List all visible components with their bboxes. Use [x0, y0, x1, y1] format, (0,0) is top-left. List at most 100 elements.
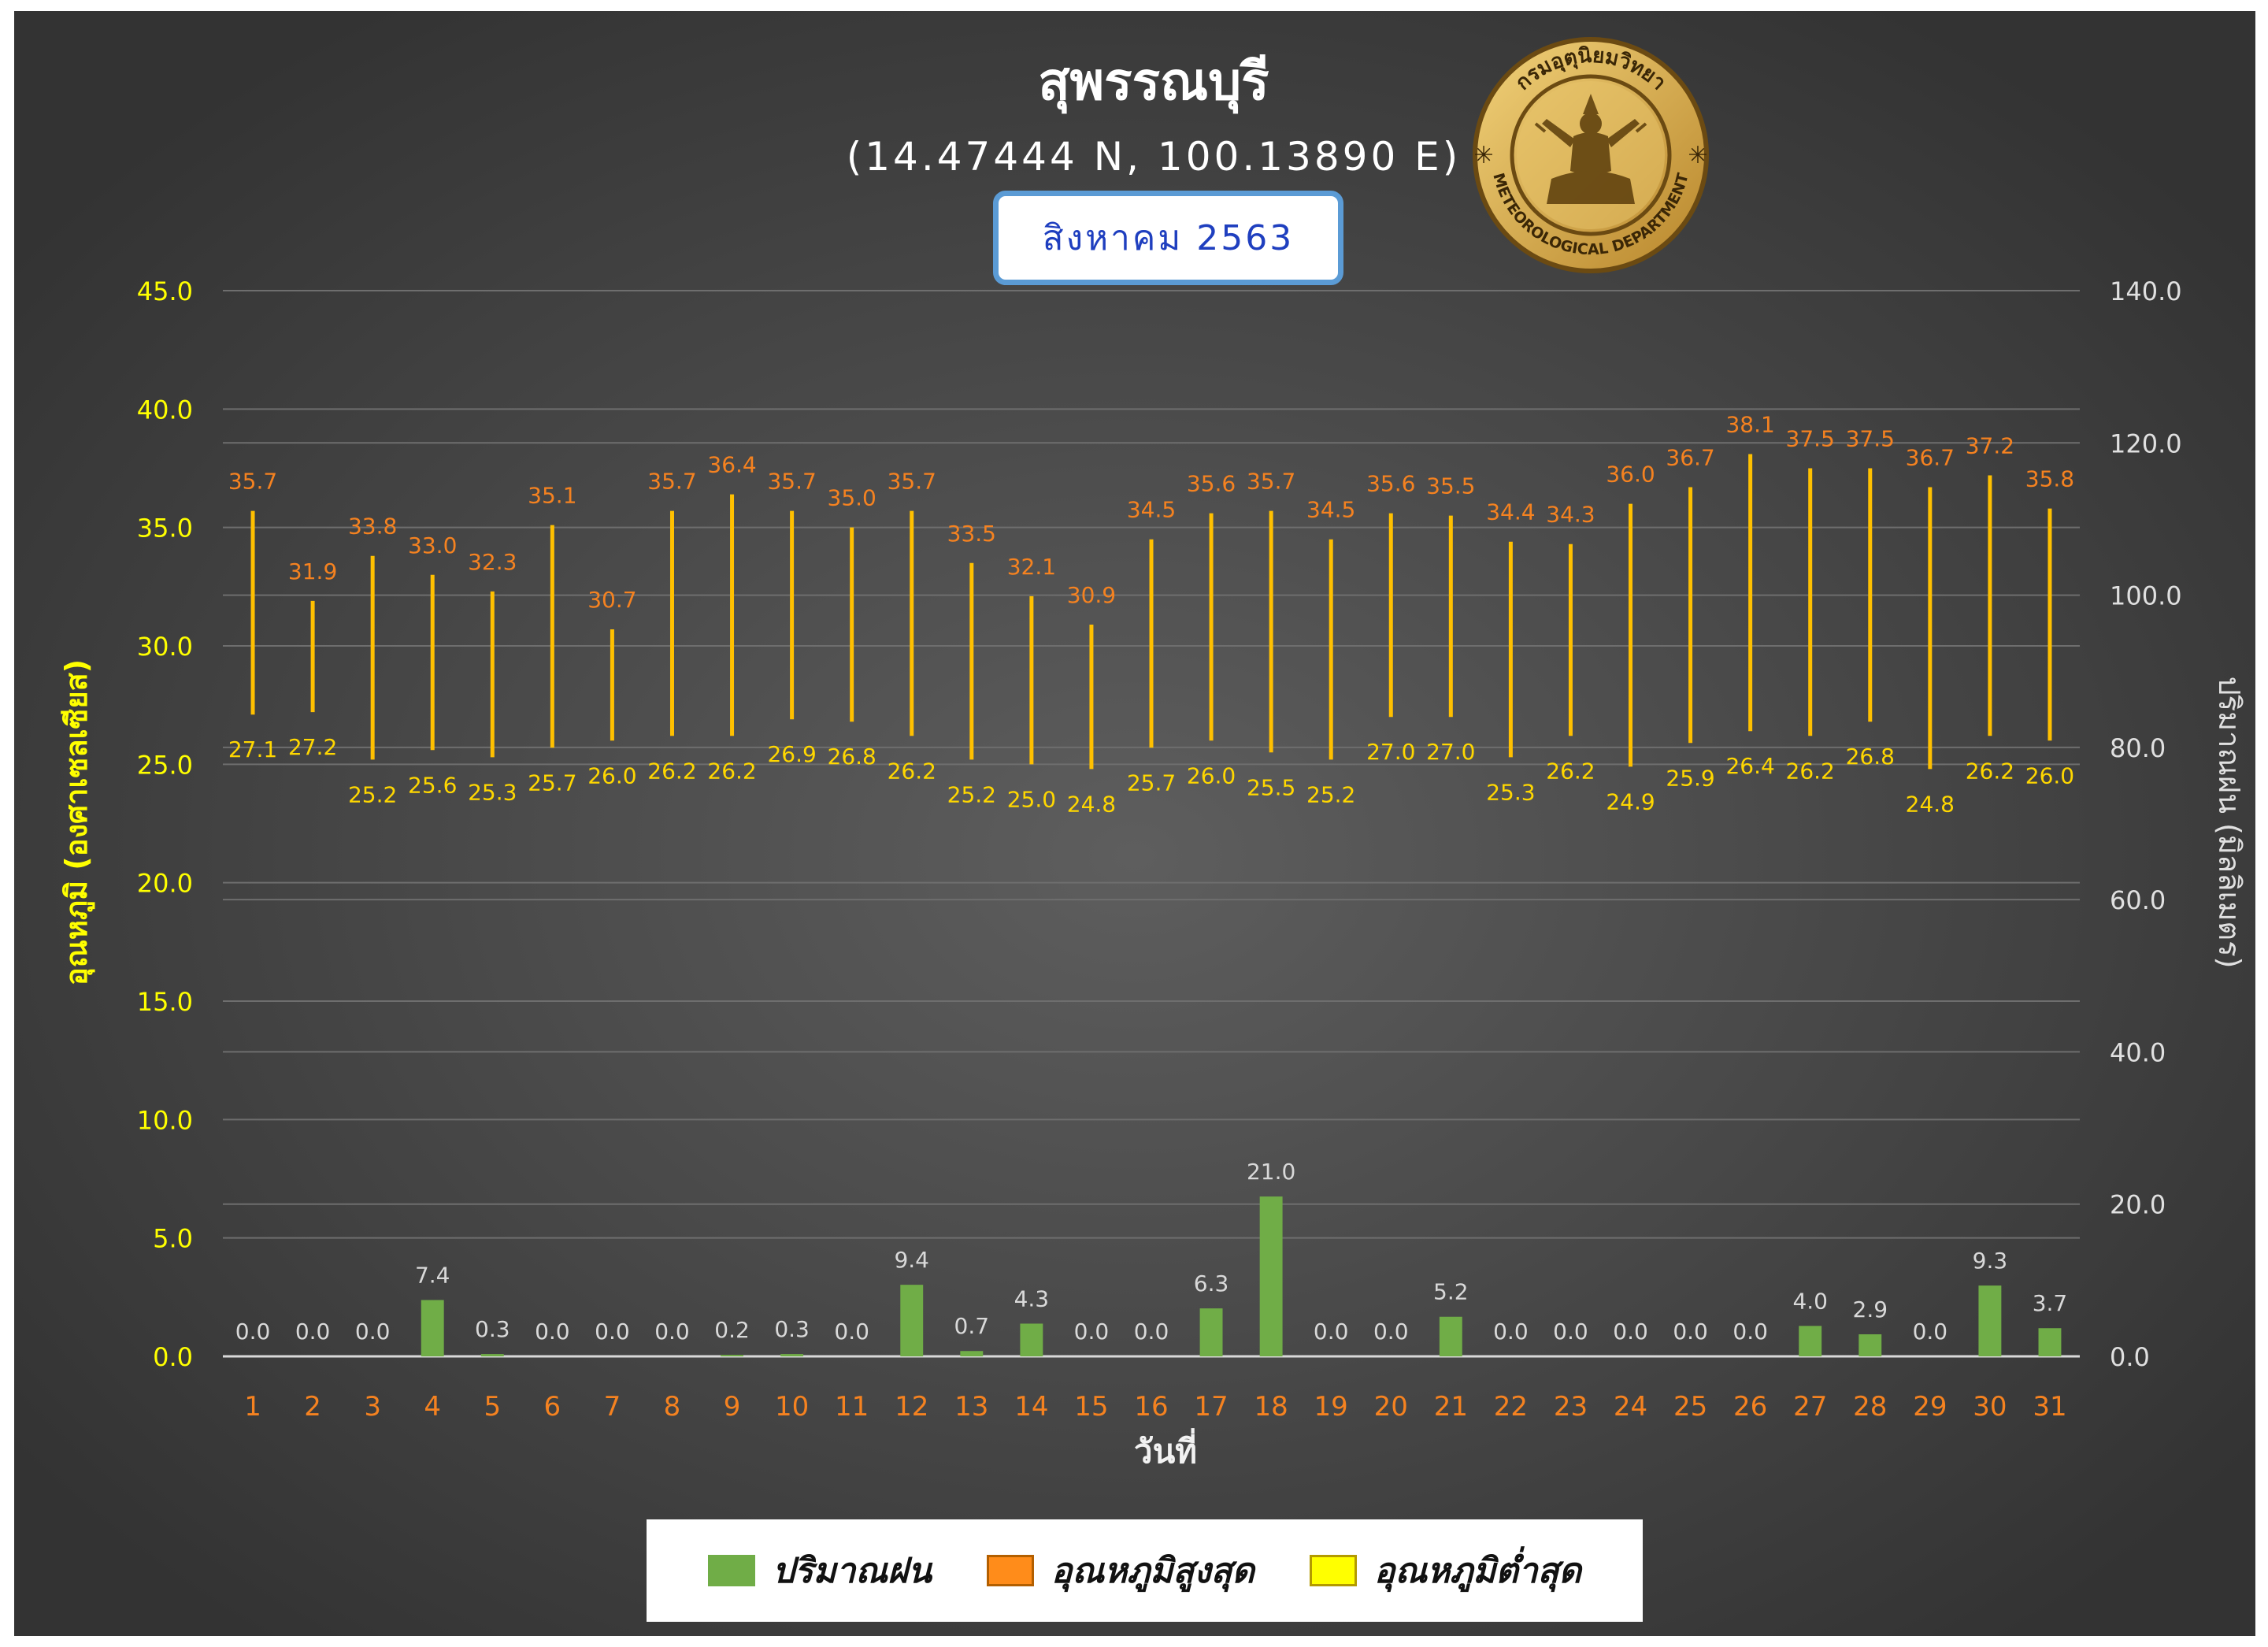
- rain-value-label: 0.7: [954, 1313, 990, 1339]
- rain-value-label: 0.0: [834, 1319, 869, 1345]
- right-axis: 0.0 20.0 40.0 60.0 80.0 100.0 120.0 140.0: [2110, 276, 2182, 1372]
- rain-value-label: 4.0: [1792, 1288, 1828, 1314]
- legend-swatch-rain: [708, 1555, 756, 1586]
- min-temp-label: 25.0: [1007, 786, 1056, 812]
- rain-value-label: 0.0: [1373, 1319, 1409, 1345]
- chart-subtitle: (14.47444 N, 100.13890 E): [847, 134, 1462, 180]
- x-tick-label: 2: [304, 1391, 321, 1423]
- max-temp-label: 37.5: [1786, 426, 1835, 452]
- x-tick-label: 20: [1374, 1391, 1408, 1423]
- rain-bar: [2038, 1328, 2062, 1356]
- max-temp-label: 31.9: [288, 558, 337, 584]
- x-tick-label: 14: [1014, 1391, 1048, 1423]
- max-temp-label: 35.0: [828, 485, 876, 511]
- rain-bars: [421, 1196, 2062, 1356]
- min-temp-label: 25.3: [1486, 779, 1535, 805]
- x-tick-label: 31: [2033, 1391, 2066, 1423]
- x-axis-ticks: 1 2 3 4 5 6 7 8 9 10 11 12 13 14 15 16 17 18 19 20 21 22 23 24 2…: [244, 1391, 2066, 1423]
- right-tick-label: 0.0: [2110, 1342, 2150, 1372]
- max-temp-label: 34.4: [1486, 499, 1535, 525]
- rain-value-label: 0.0: [1493, 1319, 1529, 1345]
- right-tick-label: 120.0: [2110, 428, 2182, 458]
- min-temp-label: 25.3: [468, 779, 517, 805]
- min-temp-label: 26.2: [1546, 758, 1595, 784]
- min-temp-label: 25.2: [348, 781, 397, 807]
- rain-value-label: 0.0: [1913, 1319, 1948, 1345]
- max-temp-label: 35.8: [2025, 466, 2074, 492]
- rain-value-label: 3.7: [2033, 1290, 2068, 1316]
- max-temp-label: 36.4: [707, 452, 756, 478]
- x-tick-label: 1: [244, 1391, 261, 1423]
- max-temp-label: 34.5: [1127, 497, 1176, 523]
- max-temp-label: 34.3: [1546, 502, 1595, 528]
- rain-bar: [1978, 1285, 2002, 1356]
- rain-value-label: 0.3: [475, 1316, 510, 1342]
- max-temp-label: 35.1: [528, 483, 576, 509]
- x-tick-label: 9: [724, 1391, 741, 1423]
- month-label-box: สิงหาคม 2563: [993, 191, 1343, 285]
- right-tick-label: 140.0: [2110, 276, 2182, 306]
- min-temp-label: 25.2: [947, 781, 996, 807]
- left-tick-label: 5.0: [153, 1224, 193, 1254]
- rain-value-label: 0.2: [714, 1317, 750, 1343]
- rain-bar: [960, 1351, 984, 1356]
- x-tick-label: 29: [1913, 1391, 1947, 1423]
- max-temp-label: 33.5: [947, 521, 996, 547]
- min-temp-label: 25.7: [1127, 770, 1176, 796]
- max-temp-label: 35.6: [1366, 471, 1415, 497]
- legend-swatch-min: [1310, 1555, 1357, 1586]
- min-temp-label: 27.1: [228, 736, 277, 762]
- rain-bar: [1199, 1308, 1223, 1356]
- rain-value-label: 9.3: [1973, 1248, 2008, 1274]
- right-axis-label: ปริมาณฝน (มิลลิเมตร): [2212, 677, 2247, 969]
- x-tick-label: 22: [1494, 1391, 1528, 1423]
- legend: ปริมาณฝน อุณหภูมิสูงสุด อุณหภูมิต่ำสุด: [647, 1519, 1643, 1622]
- x-tick-label: 8: [664, 1391, 681, 1423]
- rain-value-label: 9.4: [894, 1247, 929, 1273]
- rain-value-label: 0.0: [1673, 1319, 1708, 1345]
- min-temp-label: 26.0: [1187, 762, 1236, 788]
- right-tick-label: 60.0: [2110, 885, 2166, 915]
- max-temp-label: 33.0: [408, 532, 457, 558]
- rain-value-label: 0.0: [1314, 1319, 1349, 1345]
- max-temp-label: 32.1: [1007, 554, 1056, 580]
- max-temp-label: 36.7: [1906, 445, 1955, 471]
- legend-label-min: อุณหภูมิต่ำสุด: [1374, 1551, 1581, 1591]
- min-temp-label: 24.8: [1906, 791, 1955, 817]
- min-temp-label: 27.0: [1426, 739, 1475, 765]
- left-tick-label: 0.0: [153, 1342, 193, 1372]
- min-temp-label: 24.8: [1067, 791, 1116, 817]
- max-temp-label: 36.7: [1666, 445, 1714, 471]
- temperature-range-lines: [250, 454, 2052, 770]
- max-temp-label: 35.7: [647, 469, 696, 495]
- rain-bar: [1020, 1323, 1043, 1356]
- min-temp-label: 26.2: [888, 758, 936, 784]
- right-tick-label: 80.0: [2110, 733, 2166, 763]
- x-tick-label: 28: [1853, 1391, 1887, 1423]
- rain-bar: [1259, 1196, 1283, 1356]
- legend-swatch-max: [986, 1555, 1034, 1586]
- rain-value-label: 0.0: [1134, 1319, 1169, 1345]
- rain-bar: [421, 1300, 444, 1356]
- x-tick-label: 24: [1614, 1391, 1647, 1423]
- left-tick-label: 30.0: [137, 632, 193, 662]
- min-temp-label: 26.2: [1786, 758, 1835, 784]
- x-tick-label: 30: [1973, 1391, 2007, 1423]
- rain-value-label: 6.3: [1194, 1270, 1229, 1296]
- rain-value-label: 0.0: [1553, 1319, 1588, 1345]
- max-temp-label: 30.9: [1067, 582, 1116, 608]
- min-temp-label: 26.2: [707, 758, 756, 784]
- left-tick-label: 15.0: [137, 987, 193, 1017]
- left-tick-label: 20.0: [137, 869, 193, 899]
- meteorological-department-seal: กรมอุตุนิยมวิทยา METEOROLOGICAL DEPARTME…: [1473, 37, 1709, 273]
- rain-value-label: 0.0: [595, 1319, 630, 1345]
- rain-value-label: 4.3: [1014, 1285, 1050, 1311]
- chart-title: สุพรรณบุรี: [1038, 51, 1269, 114]
- rain-value-label: 0.0: [535, 1319, 570, 1345]
- x-tick-label: 16: [1134, 1391, 1168, 1423]
- x-tick-label: 23: [1554, 1391, 1588, 1423]
- min-temp-label: 25.9: [1666, 765, 1714, 791]
- min-temp-label: 26.2: [1966, 758, 2014, 784]
- legend-item-rain: ปริมาณฝน: [708, 1543, 932, 1598]
- max-temp-label: 35.7: [767, 469, 816, 495]
